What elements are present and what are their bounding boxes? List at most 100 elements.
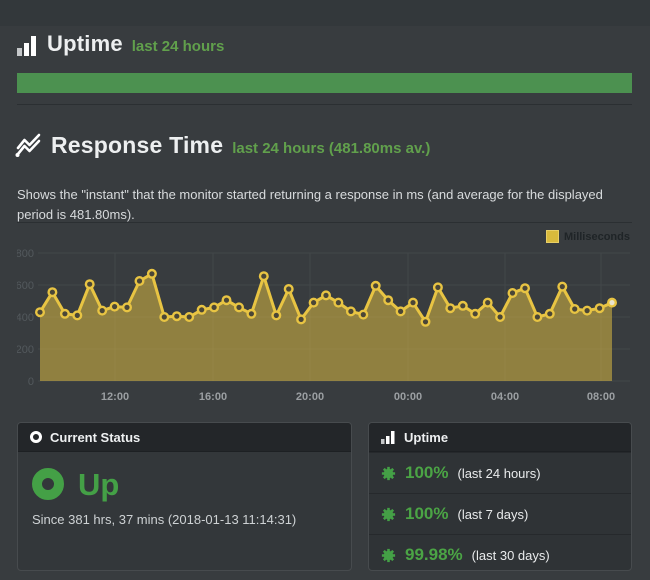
svg-text:00:00: 00:00 [394, 391, 422, 403]
uptime-row-7d: 100% (last 7 days) [369, 493, 631, 534]
uptime-section-subtitle: last 24 hours [131, 38, 225, 55]
chart-data-point[interactable] [171, 311, 182, 322]
chart-data-point[interactable] [72, 310, 83, 321]
status-dot-icon [30, 431, 42, 443]
chart-area-fill [40, 273, 612, 381]
uptime-24h-bar[interactable] [17, 73, 632, 93]
response-section-subtitle: last 24 hours (481.80ms av.) [232, 140, 431, 157]
legend-swatch-milliseconds [545, 230, 559, 243]
uptime-badge-icon [381, 548, 396, 562]
chart-data-point[interactable] [84, 279, 95, 290]
uptime-row-30d: 99.98% (last 30 days) [369, 534, 631, 570]
svg-text:0: 0 [28, 376, 34, 388]
bar-chart-icon [17, 36, 36, 56]
chart-data-point[interactable] [233, 302, 244, 313]
chart-data-point[interactable] [59, 308, 70, 319]
chart-data-point[interactable] [146, 268, 157, 279]
response-description: Shows the "instant" that the monitor sta… [17, 187, 603, 223]
chart-data-point[interactable] [358, 309, 369, 320]
chart-data-point[interactable] [35, 307, 46, 318]
chart-data-point[interactable] [221, 295, 232, 306]
current-status-header: Current Status [18, 423, 351, 452]
chart-data-point[interactable] [321, 290, 332, 301]
svg-text:400: 400 [17, 312, 34, 324]
chart-data-point[interactable] [333, 297, 344, 308]
chart-data-point[interactable] [607, 297, 618, 308]
chart-data-point[interactable] [109, 301, 120, 312]
chart-data-point[interactable] [383, 295, 394, 306]
chart-data-point[interactable] [470, 308, 481, 319]
chart-data-point[interactable] [134, 276, 145, 287]
uptime-value-30d: 99.98% [405, 545, 463, 564]
svg-text:04:00: 04:00 [491, 391, 519, 403]
uptime-period-24h: (last 24 hours) [457, 465, 541, 481]
chart-data-point[interactable] [246, 308, 257, 319]
status-value: Up [78, 466, 120, 502]
uptime-period-7d: (last 7 days) [457, 506, 529, 522]
current-status-panel: Current Status Up Since 381 hrs, 37 mins… [17, 422, 352, 571]
chart-data-point[interactable] [97, 305, 108, 316]
chart-data-point[interactable] [271, 310, 282, 321]
chart-data-point[interactable] [296, 314, 307, 325]
uptime-row-24h: 100% (last 24 hours) [369, 452, 631, 493]
chart-data-point[interactable] [47, 287, 58, 298]
up-status-icon [32, 468, 64, 500]
chart-data-point[interactable] [209, 302, 220, 313]
svg-text:800: 800 [17, 248, 34, 260]
uptime-summary-header: Uptime [369, 423, 631, 452]
chart-data-point[interactable] [569, 303, 580, 314]
uptime-section-header: Uptime last 24 hours [17, 31, 224, 57]
uptime-summary-title: Uptime [404, 429, 449, 445]
chart-data-point[interactable] [495, 311, 506, 322]
svg-text:200: 200 [17, 344, 34, 356]
uptime-summary-panel: Uptime 100% (last 24 hours) 100% (last 7… [368, 422, 632, 571]
chart-data-point[interactable] [544, 308, 555, 319]
chart-data-point[interactable] [283, 284, 294, 295]
chart-data-point[interactable] [258, 271, 269, 282]
uptime-badge-icon [381, 507, 396, 521]
uptime-value-7d: 100% [405, 504, 449, 523]
svg-text:12:00: 12:00 [101, 391, 129, 403]
chart-data-point[interactable] [482, 297, 493, 308]
chart-data-point[interactable] [420, 316, 431, 327]
chart-data-point[interactable] [532, 311, 543, 322]
current-status-title: Current Status [50, 429, 141, 445]
chart-data-point[interactable] [121, 302, 132, 313]
svg-text:08:00: 08:00 [587, 391, 615, 403]
chart-data-point[interactable] [345, 306, 356, 317]
svg-text:600: 600 [17, 280, 34, 292]
chart-data-point[interactable] [507, 287, 518, 298]
chart-data-point[interactable] [159, 311, 170, 322]
uptime-badge-icon [381, 466, 396, 480]
bar-chart-small-icon [381, 430, 395, 444]
top-strip [0, 0, 650, 26]
chart-data-point[interactable] [370, 280, 381, 291]
uptime-period-30d: (last 30 days) [471, 547, 550, 563]
uptime-section-title: Uptime [47, 31, 123, 56]
response-chart-canvas[interactable]: 0 200 400 600 800 12:00 16:00 20:00 00:00 04:00 08… [16, 223, 632, 411]
chart-legend: Milliseconds [545, 230, 630, 243]
response-time-icon [15, 133, 41, 157]
chart-data-point[interactable] [557, 281, 568, 292]
response-section-title: Response Time [51, 132, 224, 158]
chart-data-point[interactable] [196, 304, 207, 315]
chart-data-point[interactable] [594, 303, 605, 314]
chart-data-point[interactable] [445, 303, 456, 314]
chart-data-point[interactable] [432, 282, 443, 293]
uptime-value-24h: 100% [405, 463, 449, 482]
chart-data-point[interactable] [582, 305, 593, 316]
chart-data-point[interactable] [395, 306, 406, 317]
chart-data-point[interactable] [520, 283, 531, 294]
legend-label: Milliseconds [563, 230, 630, 243]
response-time-chart[interactable]: Milliseconds 0 200 400 600 800 12:00 16:00 20:0… [16, 223, 632, 413]
section-divider [17, 104, 632, 105]
chart-data-point[interactable] [457, 300, 468, 311]
svg-text:16:00: 16:00 [199, 391, 227, 403]
chart-data-point[interactable] [408, 297, 419, 308]
chart-data-point[interactable] [308, 297, 319, 308]
svg-text:20:00: 20:00 [296, 391, 324, 403]
status-since-text: Since 381 hrs, 37 mins (2018-01-13 11:14… [32, 512, 297, 527]
chart-data-point[interactable] [184, 311, 195, 322]
response-section-header: Response Time last 24 hours (481.80ms av… [15, 132, 430, 159]
